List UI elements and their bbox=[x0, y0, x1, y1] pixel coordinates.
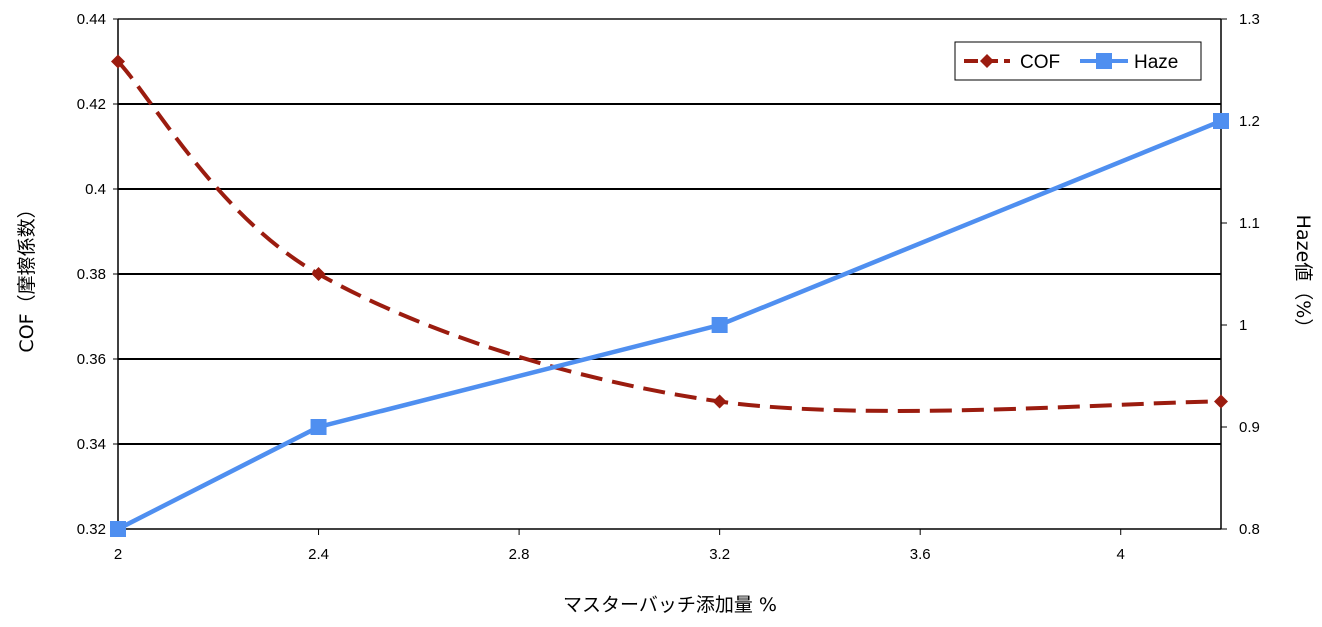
y2-tick-label: 1.1 bbox=[1239, 215, 1260, 232]
data-point bbox=[712, 394, 727, 409]
y2-tick-label: 1.3 bbox=[1239, 11, 1260, 28]
legend-label-haze: Haze bbox=[1134, 52, 1178, 73]
legend-label-cof: COF bbox=[1020, 52, 1060, 73]
x-tick-label: 2 bbox=[114, 546, 122, 563]
x-axis-ticks: 2 2.4 2.8 3.2 3.6 4 bbox=[114, 529, 1125, 563]
x-axis-title: マスターバッチ添加量 % bbox=[563, 594, 777, 616]
y-tick-label: 0.44 bbox=[77, 11, 106, 28]
legend-marker-haze bbox=[1096, 53, 1112, 69]
y-tick-label: 0.34 bbox=[77, 436, 106, 453]
x-tick-label: 2.4 bbox=[308, 546, 329, 563]
data-point bbox=[111, 54, 125, 69]
y-axis-title: COF（摩擦係数） bbox=[16, 199, 38, 352]
y2-tick-label: 0.8 bbox=[1239, 521, 1260, 538]
y-tick-label: 0.42 bbox=[77, 96, 106, 113]
x-tick-label: 2.8 bbox=[509, 546, 530, 563]
series-cof bbox=[111, 54, 1228, 413]
y-axis-ticks: 0.32 0.34 0.36 0.38 0.4 0.42 0.44 bbox=[77, 11, 118, 538]
data-point bbox=[310, 419, 327, 435]
y-tick-label: 0.36 bbox=[77, 351, 106, 368]
x-tick-label: 3.2 bbox=[709, 546, 730, 563]
y2-tick-label: 1 bbox=[1239, 317, 1247, 334]
series-haze bbox=[110, 113, 1229, 537]
data-point bbox=[711, 317, 728, 333]
data-point bbox=[1213, 113, 1229, 129]
legend: COF Haze bbox=[954, 41, 1202, 81]
y2-tick-label: 1.2 bbox=[1239, 113, 1260, 130]
data-point bbox=[110, 521, 126, 537]
y2-tick-label: 0.9 bbox=[1239, 419, 1260, 436]
y2-axis-ticks: 0.8 0.9 1 1.1 1.2 1.3 bbox=[1221, 11, 1260, 538]
x-tick-label: 4 bbox=[1117, 546, 1125, 563]
y2-axis-title: Haze値（%） bbox=[1292, 215, 1314, 338]
y-tick-label: 0.38 bbox=[77, 266, 106, 283]
y-tick-label: 0.32 bbox=[77, 521, 106, 538]
series-line-haze bbox=[116, 118, 1222, 532]
grid-lines bbox=[118, 18, 1221, 445]
data-point bbox=[1214, 394, 1228, 409]
legend-marker-cof bbox=[980, 54, 994, 68]
series-layer bbox=[110, 54, 1229, 537]
x-tick-label: 3.6 bbox=[910, 546, 931, 563]
data-point bbox=[311, 267, 326, 281]
y-tick-label: 0.4 bbox=[85, 181, 106, 198]
